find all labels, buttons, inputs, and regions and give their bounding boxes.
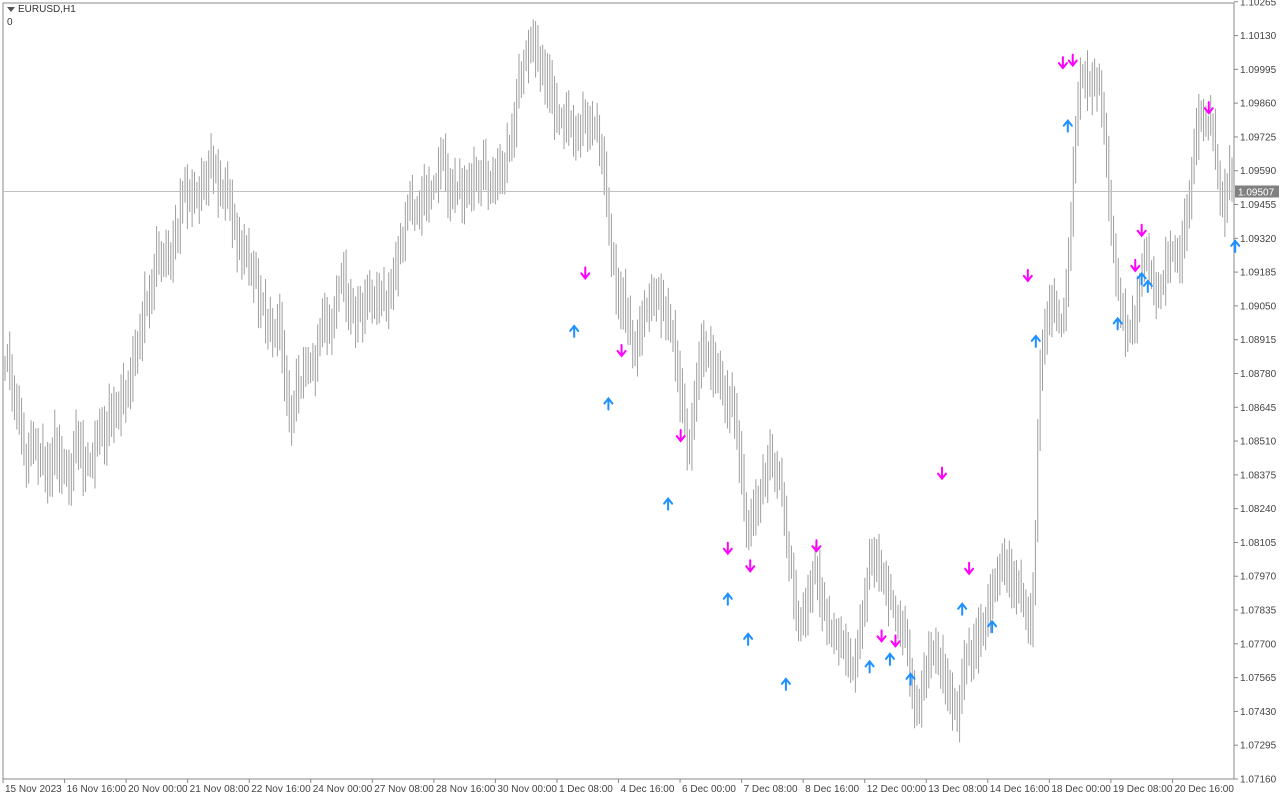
- time-tick-label: 15 Nov 2023: [5, 784, 62, 795]
- time-tick-label: 18 Dec 00:00: [1051, 784, 1111, 795]
- up-arrow-signal-icon: [1112, 316, 1123, 331]
- down-arrow-signal-icon: [1022, 268, 1033, 283]
- up-arrow-signal-icon: [743, 632, 754, 646]
- price-tick-label: 1.09995: [1240, 65, 1277, 76]
- time-tick-label: 4 Dec 16:00: [621, 784, 675, 795]
- indicator-value-label: 0: [7, 17, 13, 28]
- down-arrow-signal-icon: [964, 561, 975, 576]
- price-tick-label: 1.09455: [1240, 200, 1277, 211]
- down-arrow-signal-icon: [745, 559, 756, 573]
- price-tick-label: 1.08780: [1240, 369, 1277, 380]
- up-arrow-signal-icon: [905, 672, 916, 686]
- up-arrow-signal-icon: [1062, 119, 1073, 133]
- price-tick-label: 1.08240: [1240, 504, 1277, 515]
- collapse-triangle-icon[interactable]: [7, 6, 15, 12]
- down-arrow-signal-icon: [722, 541, 733, 556]
- current-price-badge: [1235, 185, 1279, 198]
- price-tick-label: 1.08375: [1240, 470, 1277, 481]
- down-arrow-signal-icon: [937, 466, 948, 481]
- down-arrow-signal-icon: [876, 629, 887, 643]
- up-arrow-signal-icon: [864, 659, 875, 674]
- up-arrow-signal-icon: [1136, 271, 1147, 286]
- plot-frame: [2, 2, 1235, 780]
- up-arrow-signal-icon: [722, 592, 733, 606]
- price-tick-label: 1.09725: [1240, 132, 1277, 143]
- up-arrow-signal-icon: [957, 602, 968, 616]
- up-arrow-signal-icon: [884, 652, 895, 666]
- time-tick-label: 27 Nov 08:00: [374, 784, 434, 795]
- up-arrow-signal-icon: [987, 619, 998, 634]
- time-tick-label: 24 Nov 00:00: [313, 784, 373, 795]
- symbol-timeframe-text: EURUSD,H1: [18, 4, 76, 15]
- down-arrow-signal-icon: [1136, 223, 1147, 238]
- down-arrow-signal-icon: [1067, 53, 1078, 68]
- time-tick-label: 19 Dec 08:00: [1113, 784, 1173, 795]
- price-tick-label: 1.07430: [1240, 707, 1277, 718]
- price-tick-label: 1.08105: [1240, 538, 1277, 549]
- up-arrow-signal-icon: [780, 677, 791, 691]
- time-tick-label: 21 Nov 08:00: [190, 784, 250, 795]
- time-tick-label: 28 Nov 16:00: [436, 784, 496, 795]
- down-arrow-signal-icon: [580, 266, 591, 280]
- time-tick-label: 16 Nov 16:00: [67, 784, 127, 795]
- down-arrow-signal-icon: [1130, 258, 1141, 273]
- symbol-label: EURUSD,H1: [7, 4, 76, 15]
- time-tick-label: 13 Dec 08:00: [928, 784, 988, 795]
- price-tick-label: 1.07295: [1240, 741, 1277, 752]
- up-arrow-signal-icon: [1142, 279, 1153, 293]
- time-tick-label: 8 Dec 16:00: [805, 784, 859, 795]
- time-tick-label: 20 Nov 00:00: [128, 784, 188, 795]
- price-tick-label: 1.09590: [1240, 166, 1277, 177]
- up-arrow-signal-icon: [1230, 239, 1241, 253]
- price-tick-label: 1.07565: [1240, 673, 1277, 684]
- time-tick-label: 14 Dec 16:00: [990, 784, 1050, 795]
- price-tick-label: 1.10265: [1240, 0, 1277, 8]
- down-arrow-signal-icon: [616, 343, 627, 358]
- down-arrow-signal-icon: [890, 634, 901, 648]
- price-tick-label: 1.10130: [1240, 31, 1277, 42]
- time-tick-label: 1 Dec 08:00: [559, 784, 613, 795]
- current-price-label: 1.09507: [1238, 187, 1275, 198]
- price-tick-label: 1.07835: [1240, 606, 1277, 617]
- price-tick-label: 1.08510: [1240, 437, 1277, 448]
- up-arrow-signal-icon: [569, 324, 580, 338]
- price-tick-label: 1.07970: [1240, 572, 1277, 583]
- up-arrow-signal-icon: [663, 497, 674, 511]
- time-tick-label: 12 Dec 00:00: [867, 784, 927, 795]
- price-tick-label: 1.09320: [1240, 234, 1277, 245]
- up-arrow-signal-icon: [603, 396, 614, 411]
- down-arrow-signal-icon: [1057, 56, 1068, 70]
- time-tick-label: 30 Nov 00:00: [497, 784, 557, 795]
- price-tick-label: 1.09185: [1240, 268, 1277, 279]
- down-arrow-signal-icon: [1203, 101, 1214, 115]
- time-tick-label: 20 Dec 16:00: [1174, 784, 1234, 795]
- time-tick-label: 7 Dec 08:00: [744, 784, 798, 795]
- price-tick-label: 1.09860: [1240, 99, 1277, 110]
- price-tick-label: 1.09050: [1240, 301, 1277, 312]
- price-tick-label: 1.08915: [1240, 335, 1277, 346]
- price-tick-label: 1.08645: [1240, 403, 1277, 414]
- up-arrow-signal-icon: [1030, 334, 1041, 348]
- down-arrow-signal-icon: [675, 429, 686, 443]
- time-tick-label: 6 Dec 00:00: [682, 784, 736, 795]
- time-tick-label: 22 Nov 16:00: [251, 784, 311, 795]
- price-tick-label: 1.07160: [1240, 775, 1277, 786]
- down-arrow-signal-icon: [811, 539, 822, 553]
- price-tick-label: 1.07700: [1240, 639, 1277, 650]
